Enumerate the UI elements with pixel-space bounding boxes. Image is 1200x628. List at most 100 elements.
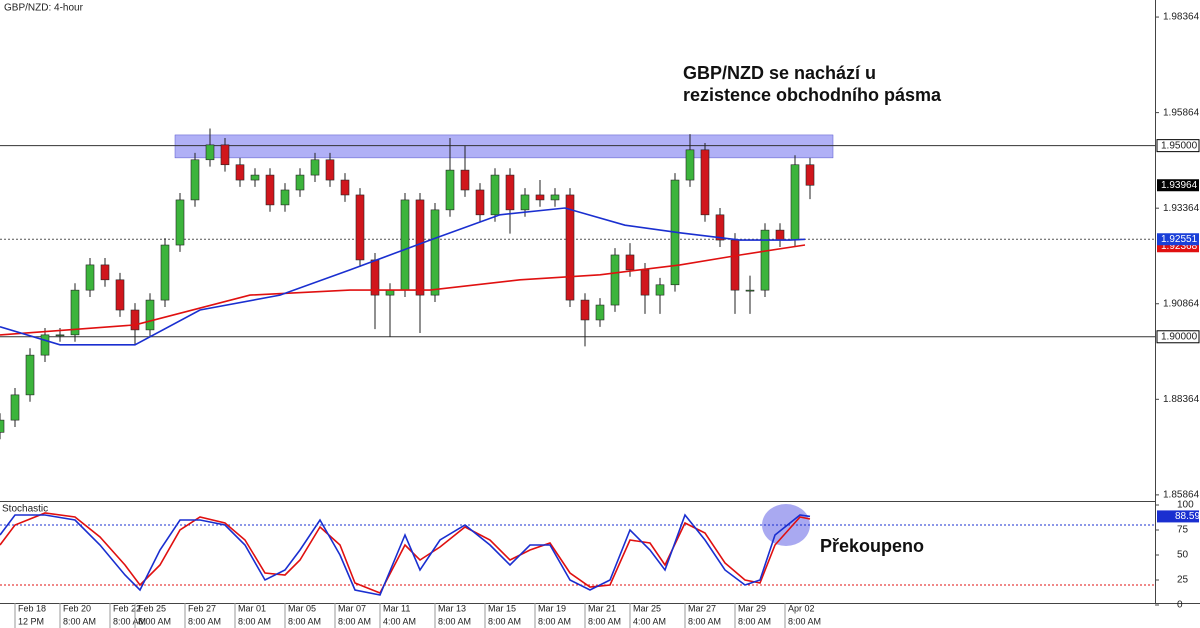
candle-body	[715, 214, 725, 241]
moving-average	[0, 207, 806, 346]
candle-body	[775, 229, 785, 241]
candle-body	[640, 269, 650, 296]
candle-body	[160, 244, 170, 301]
candle-body	[265, 174, 275, 206]
price-marker	[1157, 179, 1199, 192]
x-tick-time: 8:00 AM	[738, 616, 771, 626]
x-tick-time: 8:00 AM	[288, 616, 321, 626]
price-marker-label: 1.93964	[1161, 180, 1198, 191]
candle-body	[565, 194, 575, 301]
candle-body	[790, 164, 800, 241]
candle-body	[415, 199, 425, 296]
x-tick-time: 8:00 AM	[488, 616, 521, 626]
candle-body	[595, 304, 605, 321]
x-tick-time: 4:00 AM	[633, 616, 666, 626]
resistance-zone	[174, 134, 834, 159]
x-tick-label: Apr 02	[788, 603, 815, 613]
x-tick-time: 8:00 AM	[588, 616, 621, 626]
stochastic-line	[0, 513, 811, 596]
x-tick-time: 8:00 AM	[438, 616, 471, 626]
y-tick-label: 1.93364	[1163, 203, 1200, 214]
candle-body	[0, 419, 5, 433]
x-tick-time: 8:00 AM	[788, 616, 821, 626]
candle-body	[280, 189, 290, 206]
candle-body	[625, 254, 635, 271]
x-tick-label: Feb 20	[63, 603, 91, 613]
value-marker-label: 88.59	[1175, 511, 1200, 522]
candle-body	[475, 189, 485, 216]
candle-body	[205, 144, 215, 161]
level-label: 1.90000	[1161, 331, 1198, 342]
x-tick-label: Mar 07	[338, 603, 366, 613]
candle-body	[25, 354, 35, 396]
candle-body	[700, 149, 710, 216]
x-tick-label: Feb 22	[113, 603, 141, 613]
level-box	[1156, 330, 1200, 344]
x-tick-label: Mar 13	[438, 603, 466, 613]
candle-body	[115, 279, 125, 311]
y-tick-label: 100	[1177, 500, 1194, 511]
candle-body	[250, 174, 260, 181]
x-tick-label: Feb 27	[188, 603, 216, 613]
candle-body	[175, 199, 185, 246]
x-tick-time: 8:00 AM	[338, 616, 371, 626]
value-marker	[1157, 510, 1199, 523]
candle-body	[535, 194, 545, 201]
y-tick-label: 1.90864	[1163, 298, 1200, 309]
candle-body	[40, 334, 50, 356]
x-tick-label: Mar 11	[383, 603, 410, 613]
candle-body	[730, 239, 740, 291]
level-label: 1.95000	[1161, 140, 1198, 151]
candle-body	[610, 254, 620, 306]
candle-body	[325, 159, 335, 181]
x-tick-label: Feb 25	[138, 603, 166, 613]
y-tick-label: 0	[1177, 600, 1183, 611]
x-tick-time: 4:00 AM	[383, 616, 416, 626]
y-tick-label: 1.98364	[1163, 12, 1200, 23]
y-tick-label: 25	[1177, 575, 1189, 586]
annotation: rezistence obchodního pásma	[683, 85, 942, 105]
x-tick-label: Mar 25	[633, 603, 661, 613]
candle-body	[55, 334, 65, 337]
price-marker-label: 1.92551	[1161, 234, 1198, 245]
x-tick-time: 8:00 AM	[138, 616, 171, 626]
candle-body	[235, 164, 245, 181]
x-tick-time: 8:00 AM	[238, 616, 271, 626]
candle-body	[355, 194, 365, 261]
candle-body	[340, 179, 350, 196]
price-marker	[1157, 233, 1199, 246]
annotation: Překoupeno	[820, 536, 924, 556]
candle-body	[490, 174, 500, 216]
stochastic-line	[0, 512, 811, 595]
candle-body	[685, 149, 695, 181]
candle-body	[505, 174, 515, 211]
x-tick-label: Mar 27	[688, 603, 716, 613]
candle-body	[805, 164, 815, 186]
candle-body	[745, 289, 755, 292]
x-tick-time: 8:00 AM	[113, 616, 146, 626]
candle-body	[430, 209, 440, 296]
y-tick-label: 1.95864	[1163, 107, 1200, 118]
x-tick-time: 8:00 AM	[688, 616, 721, 626]
y-tick-label: 1.88364	[1163, 394, 1200, 405]
x-tick-time: 8:00 AM	[63, 616, 96, 626]
candle-body	[655, 284, 665, 296]
candle-body	[295, 174, 305, 191]
candle-body	[70, 289, 80, 336]
candle-body	[100, 264, 110, 281]
y-tick-label: 1.85864	[1163, 490, 1200, 501]
candle-body	[220, 144, 230, 166]
candle-body	[460, 169, 470, 191]
panel-title: Stochastic	[2, 504, 48, 515]
x-tick-label: Mar 21	[588, 603, 616, 613]
chart-title: GBP/NZD: 4-hour	[4, 3, 84, 14]
candle-body	[550, 194, 560, 201]
candle-body	[145, 299, 155, 331]
x-tick-time: 12 PM	[18, 616, 44, 626]
level-box	[1156, 139, 1200, 153]
x-tick-label: Mar 29	[738, 603, 766, 613]
x-tick-label: Mar 19	[538, 603, 566, 613]
candle-body	[445, 169, 455, 211]
candle-body	[760, 229, 770, 291]
